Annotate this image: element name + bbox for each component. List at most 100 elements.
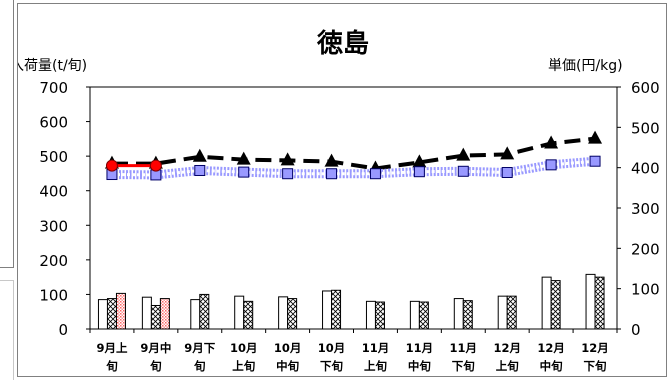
- category-label-line2: 旬: [149, 359, 162, 373]
- lower-panel-border: [13, 280, 14, 380]
- category-label-line1: 9月上: [96, 341, 128, 355]
- left-panel-border-bottom: [0, 267, 14, 268]
- right-tick-label: 200: [631, 240, 660, 258]
- left-panel-border: [13, 0, 14, 268]
- bar-white: [541, 276, 552, 330]
- left-tick-label: 200: [39, 252, 68, 270]
- bars: [97, 273, 605, 330]
- left-axis-label: 入荷量(t/旬): [18, 58, 87, 74]
- right-tick-label: 100: [631, 281, 660, 299]
- category-label-line1: 11月: [450, 341, 478, 355]
- price-line-blue-inner: [111, 159, 596, 177]
- category-label-line2: 上旬: [364, 359, 387, 373]
- category-label-line2: 中旬: [276, 359, 299, 373]
- bar-white: [141, 296, 152, 330]
- price-marker-triangle: [192, 148, 207, 162]
- bar-white: [278, 296, 289, 330]
- price-marker-square: [589, 155, 601, 167]
- right-tick-label: 300: [631, 200, 660, 218]
- bar-white: [497, 295, 508, 330]
- bar-crosshatch: [331, 289, 342, 330]
- left-tick-label: 700: [39, 79, 68, 97]
- price-marker-square: [369, 168, 381, 180]
- price-marker-triangle: [280, 152, 295, 166]
- price-marker-square: [413, 166, 425, 178]
- category-label-line2: 下旬: [452, 359, 475, 373]
- bar-crosshatch: [243, 300, 254, 330]
- right-tick-label: 0: [631, 321, 641, 339]
- category-label-line2: 下旬: [584, 359, 607, 373]
- price-marker-triangle: [544, 135, 559, 149]
- category-label-line1: 9月中: [140, 341, 171, 355]
- category-label-line1: 11月: [362, 341, 390, 355]
- left-tick-label: 100: [39, 286, 68, 304]
- bar-dotted-red: [159, 298, 170, 330]
- bar-white: [190, 299, 201, 330]
- category-label-line2: 旬: [193, 359, 206, 373]
- left-tick-label: 300: [39, 217, 68, 235]
- price-marker-square: [282, 168, 294, 180]
- price-marker-square: [194, 164, 206, 176]
- bar-white: [234, 295, 245, 330]
- bar-crosshatch: [594, 276, 605, 330]
- bar-crosshatch: [287, 298, 298, 330]
- plot-area-border: [89, 86, 618, 330]
- price-marker-circle: [105, 159, 118, 172]
- category-label-line1: 10月: [230, 341, 258, 355]
- bar-crosshatch: [199, 293, 210, 330]
- lower-panel-border-top: [0, 280, 14, 281]
- axes: [86, 86, 621, 333]
- bar-crosshatch: [106, 298, 117, 330]
- price-marker-square: [501, 167, 513, 179]
- tick-labels: 0 100 200 300 400 500 600 700 0 100 200 300 400 500 60…: [39, 79, 659, 339]
- left-tick-label: 400: [39, 183, 68, 201]
- price-marker-circle: [149, 159, 162, 172]
- price-marker-square: [457, 165, 469, 177]
- price-marker-triangle: [412, 154, 427, 168]
- price-marker-square: [238, 166, 250, 178]
- price-marker-triangle: [500, 146, 515, 160]
- bar-crosshatch: [150, 304, 161, 330]
- right-tick-label: 500: [631, 119, 660, 137]
- category-label-line1: 12月: [493, 341, 521, 355]
- category-label-line1: 12月: [537, 341, 565, 355]
- category-label-line2: 下旬: [320, 359, 343, 373]
- right-axis-label: 単価(円/kg): [548, 58, 623, 74]
- category-label-line2: 中旬: [408, 359, 431, 373]
- bar-dotted-red: [115, 292, 126, 330]
- bar-crosshatch: [550, 280, 561, 330]
- price-lines: [104, 130, 603, 181]
- bar-white: [409, 300, 420, 330]
- category-label-line2: 中旬: [540, 359, 563, 373]
- bar-white: [453, 298, 464, 330]
- price-line-black: [112, 136, 596, 171]
- price-marker-triangle: [456, 147, 471, 161]
- left-tick-label: 0: [58, 321, 68, 339]
- category-label-line2: 上旬: [232, 359, 255, 373]
- category-label-line2: 上旬: [496, 359, 519, 373]
- price-marker-triangle: [588, 130, 603, 144]
- category-label-line1: 10月: [274, 341, 302, 355]
- chart-title: 徳島: [316, 28, 369, 59]
- bar-crosshatch: [418, 301, 429, 330]
- left-tick-label: 500: [39, 148, 68, 166]
- chart-frame: 徳島 入荷量(t/旬) 単価(円/kg) 0 100 200 300 400 500 600…: [17, 3, 667, 377]
- price-marker-square: [545, 159, 557, 171]
- left-tick-label: 600: [39, 114, 68, 132]
- bar-white: [585, 273, 596, 330]
- price-marker-triangle: [324, 153, 339, 167]
- bar-white: [365, 300, 376, 330]
- bar-white: [97, 299, 108, 330]
- bar-crosshatch: [462, 300, 473, 330]
- bar-white: [322, 290, 333, 330]
- category-label-line1: 9月下: [184, 341, 216, 355]
- chart: 徳島 入荷量(t/旬) 単価(円/kg) 0 100 200 300 400 500 600…: [18, 28, 660, 373]
- category-label-line1: 12月: [581, 341, 609, 355]
- price-marker-triangle: [236, 151, 251, 165]
- bar-crosshatch: [374, 301, 385, 330]
- right-tick-label: 400: [631, 160, 660, 178]
- category-label-line1: 10月: [318, 341, 346, 355]
- bar-crosshatch: [506, 295, 517, 330]
- price-marker-square: [326, 168, 338, 180]
